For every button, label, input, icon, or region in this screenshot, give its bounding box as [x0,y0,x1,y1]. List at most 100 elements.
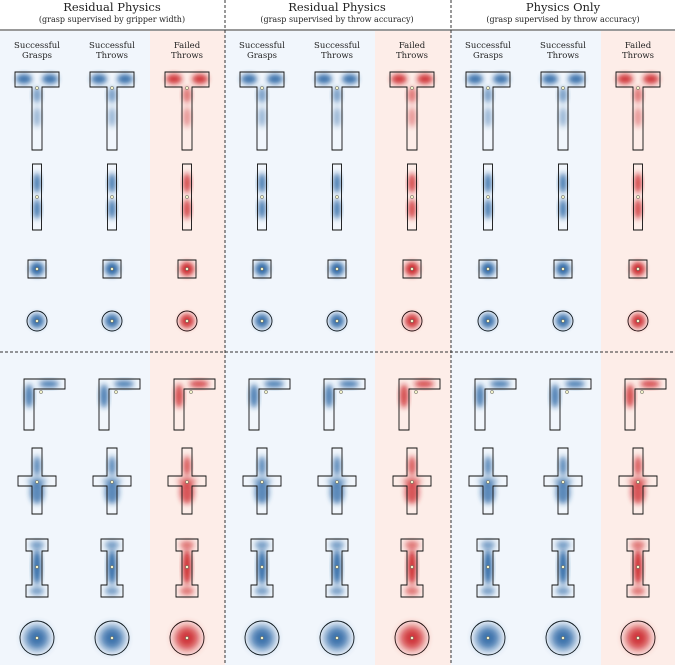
heat-blob [631,480,645,504]
object-cross-r6-c8 [543,447,583,515]
center-dot [185,267,189,271]
object-ring-r4-c2 [101,310,123,332]
center-dot [110,480,114,484]
heat-blob [30,541,44,549]
heat-blob [481,587,495,595]
heat-blob [342,74,358,84]
center-dot [189,390,193,394]
object-i-beam-r7-c2 [100,538,124,598]
square-block-outline [252,259,272,279]
heat-blob [183,87,191,103]
object-square-block-r3-c4 [252,259,272,279]
center-dot [185,636,189,640]
heat-blob [258,107,266,127]
object-t-shape-r1-c3 [164,71,210,151]
object-rod-r2-c6 [407,163,417,231]
object-i-beam-r7-c8 [551,538,575,598]
center-dot [636,636,640,640]
i-beam-outline [325,538,349,598]
object-cross-r6-c3 [167,447,207,515]
object-ring-r4-c1 [26,310,48,332]
heat-blob [556,587,570,595]
panel-2-title: Residual Physics [288,0,386,14]
l-shape-outline [23,378,66,431]
panel-1-subtitle: (grasp supervised by gripper width) [39,15,185,24]
center-dot [561,636,565,640]
center-dot [114,390,118,394]
heat-blob [189,380,209,388]
heat-blob [634,87,642,103]
cross-outline [543,447,583,515]
object-cross-r6-c1 [17,447,57,515]
center-dot [486,319,490,323]
l-shape-outline [624,378,667,431]
object-large-ring-r8-c9 [620,620,656,656]
heat-blob [556,541,570,549]
object-square-block-r3-c6 [402,259,422,279]
i-beam-outline [250,538,274,598]
ring-outline [545,620,581,656]
heat-blob [25,384,33,408]
center-dot [410,319,414,323]
panel-3-title: Physics Only [526,0,601,14]
heat-blob [316,74,332,84]
heat-blob [559,173,567,193]
heat-blob [166,74,182,84]
cross-outline [392,447,432,515]
rod-outline [483,163,493,231]
center-dot [640,390,644,394]
object-i-beam-r7-c7 [476,538,500,598]
object-i-beam-r7-c4 [250,538,274,598]
heat-blob [330,587,344,595]
square-block-outline [402,259,422,279]
object-square-block-r3-c1 [27,259,47,279]
object-rod-r2-c4 [257,163,267,231]
center-dot [35,480,39,484]
center-dot [486,565,490,569]
cross-outline [618,447,658,515]
t-shape-outline [239,71,285,151]
object-square-block-r3-c7 [478,259,498,279]
l-shape-outline [398,378,441,431]
center-dot [486,480,490,484]
object-l-shape-r5-c8 [549,378,592,431]
heat-blob [565,380,585,388]
object-i-beam-r7-c3 [175,538,199,598]
ring-outline [251,310,273,332]
heat-blob [258,456,266,476]
heat-blob [180,587,194,595]
p2-col3-header-2: Throws [396,51,428,61]
center-dot [636,565,640,569]
ring-outline [401,310,423,332]
center-dot [339,390,343,394]
p2-col3-header-1: Failed [399,41,426,51]
heat-blob [30,480,44,504]
heat-blob [16,74,32,84]
heat-blob [634,199,642,219]
center-dot [490,390,494,394]
center-dot [335,480,339,484]
object-l-shape-r5-c7 [474,378,517,431]
heat-blob [408,107,416,127]
heat-blob [183,173,191,193]
heat-blob [108,199,116,219]
object-cross-r6-c2 [92,447,132,515]
heat-blob [267,74,283,84]
heat-blob [408,456,416,476]
rod-outline [633,163,643,231]
center-dot [410,267,414,271]
center-dot [110,636,114,640]
heat-blob [634,173,642,193]
object-cross-r6-c7 [468,447,508,515]
object-rod-r2-c3 [182,163,192,231]
heat-blob [631,541,645,549]
center-dot [185,86,189,90]
center-dot [561,480,565,484]
t-shape-outline [164,71,210,151]
center-dot [260,86,264,90]
heat-blob [114,380,134,388]
heat-blob [330,541,344,549]
heat-blob [643,74,659,84]
object-rod-r2-c1 [32,163,42,231]
